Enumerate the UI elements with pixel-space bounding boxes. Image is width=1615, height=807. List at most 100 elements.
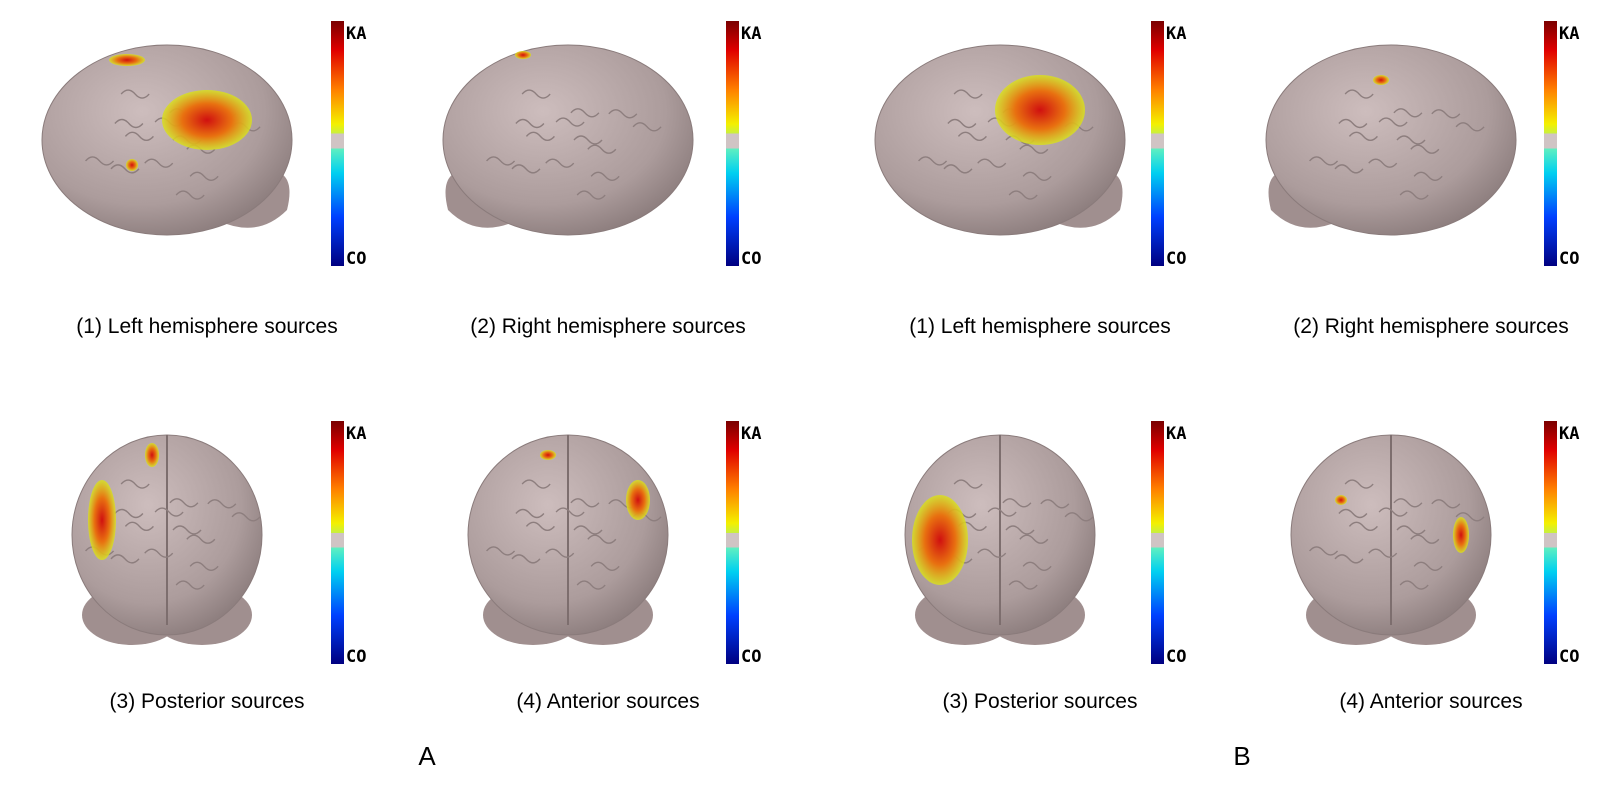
gyrus [1334, 164, 1364, 174]
gyrus [1455, 122, 1485, 132]
gyrus [175, 580, 205, 590]
activation [1373, 75, 1389, 85]
colorbar [331, 21, 344, 266]
gyrus [587, 534, 617, 544]
gyrus [590, 561, 620, 571]
gyrus [1019, 534, 1049, 544]
gyrus [587, 144, 617, 154]
gyrus [632, 122, 662, 132]
caption: (1) Left hemisphere sources [909, 315, 1170, 338]
gyrus [175, 190, 205, 200]
view: KA CO (1) Left hemisphere sources [41, 21, 366, 338]
gyrus [511, 554, 541, 564]
gyrus [555, 507, 585, 517]
gyrus [110, 164, 140, 174]
activation [145, 443, 159, 467]
gyrus [525, 521, 555, 532]
gyrus [977, 158, 1007, 168]
gyrus [154, 507, 184, 517]
colorbar-max-label: KA [1166, 424, 1186, 444]
colorbar [1151, 421, 1164, 664]
colorbar-min-label: CO [1559, 249, 1579, 269]
gyrus [521, 479, 551, 489]
gyrus [1393, 108, 1423, 118]
gyrus [1338, 508, 1368, 519]
activation [88, 480, 116, 560]
colorbar [1544, 421, 1557, 664]
activation [912, 495, 968, 585]
activation [540, 450, 556, 460]
gyrus [114, 118, 144, 129]
gyrus [1399, 580, 1429, 590]
gyrus [172, 525, 202, 535]
activation [1335, 495, 1347, 505]
gyrus [515, 118, 545, 129]
gyrus [918, 156, 948, 166]
gyrus [1338, 118, 1368, 129]
gyrus [1396, 135, 1426, 145]
gyrus [957, 131, 987, 142]
gyrus [1413, 171, 1443, 181]
gyrus [144, 548, 174, 558]
view: KA CO (3) Posterior sources [71, 421, 366, 713]
colorbar-max-label: KA [1166, 24, 1186, 44]
activation [109, 54, 145, 66]
view: KA CO (2) Right hemisphere sources [442, 21, 761, 338]
colorbar [726, 421, 739, 664]
colorbar-min-label: CO [741, 647, 761, 667]
colorbar-max-label: KA [1559, 424, 1579, 444]
gyrus [1431, 499, 1461, 509]
gyrus [943, 164, 973, 174]
panel-label: B [1233, 741, 1250, 771]
gyrus [608, 109, 638, 119]
caption: (3) Posterior sources [943, 690, 1138, 713]
colorbar-min-label: CO [346, 249, 366, 269]
gyrus [977, 548, 1007, 558]
colorbar-max-label: KA [1559, 24, 1579, 44]
colorbar-max-label: KA [741, 424, 761, 444]
gyrus [573, 525, 603, 535]
gyrus [120, 89, 150, 99]
gyrus [576, 190, 606, 200]
colorbar-max-label: KA [346, 24, 366, 44]
gyrus [1005, 525, 1035, 535]
view: KA CO (4) Anterior sources [467, 421, 761, 713]
gyrus [573, 135, 603, 145]
gyrus [1378, 117, 1408, 127]
view: KA CO (2) Right hemisphere sources [1265, 21, 1579, 338]
gyrus [207, 499, 237, 509]
gyrus [186, 534, 216, 544]
caption: (1) Left hemisphere sources [76, 315, 337, 338]
gyrus [953, 479, 983, 489]
colorbar-min-label: CO [1559, 647, 1579, 667]
gyrus [1040, 499, 1070, 509]
gyrus [1368, 158, 1398, 168]
view: KA CO (3) Posterior sources [904, 421, 1186, 713]
gyrus [124, 521, 154, 532]
caption: (4) Anterior sources [1339, 690, 1522, 713]
colorbar [726, 21, 739, 266]
gyrus [124, 131, 154, 142]
gyrus [1344, 89, 1374, 99]
gyrus [120, 479, 150, 489]
gyrus [1019, 144, 1049, 154]
colorbar-min-label: CO [346, 647, 366, 667]
colorbar-max-label: KA [346, 424, 366, 444]
gyrus [1309, 156, 1339, 166]
gyrus [555, 117, 585, 127]
activation [995, 75, 1085, 145]
gyrus [1348, 131, 1378, 142]
gyrus [570, 108, 600, 118]
brain [874, 44, 1126, 236]
activation [126, 159, 138, 171]
gyrus [1309, 546, 1339, 556]
gyrus [590, 171, 620, 181]
gyrus [144, 158, 174, 168]
caption: (3) Posterior sources [110, 690, 305, 713]
colorbar-min-label: CO [1166, 249, 1186, 269]
gyrus [576, 580, 606, 590]
gyrus [1368, 548, 1398, 558]
colorbar-min-label: CO [1166, 647, 1186, 667]
gyrus [110, 554, 140, 564]
gyrus [987, 507, 1017, 517]
